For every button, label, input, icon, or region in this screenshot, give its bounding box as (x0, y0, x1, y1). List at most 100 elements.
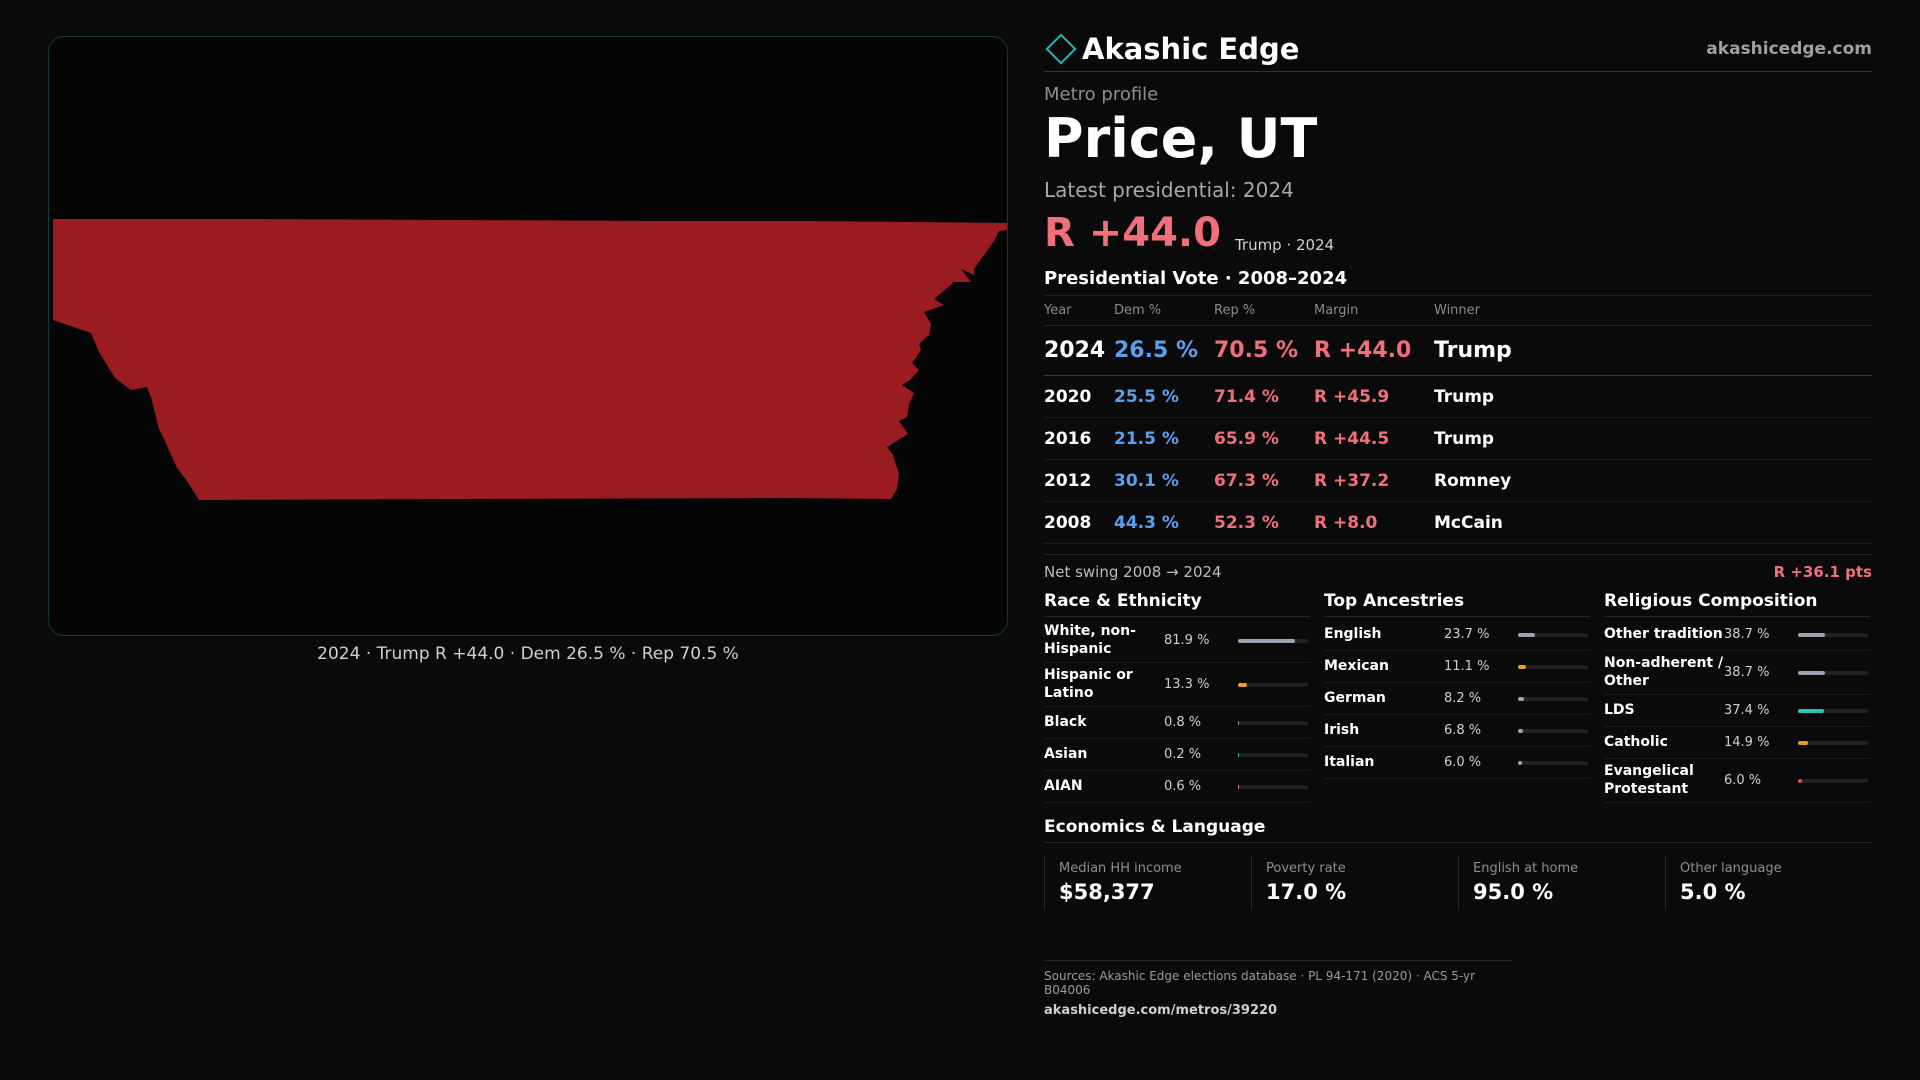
county-shape[interactable] (53, 219, 1008, 500)
stat-label: LDS (1604, 701, 1635, 718)
row-year: 2008 (1044, 501, 1114, 545)
bar-track (1798, 632, 1868, 637)
net-swing: Net swing 2008 → 2024 R +36.1 pts (1044, 554, 1872, 581)
religion-row: Other tradition 38.7 % (1604, 619, 1870, 652)
ancestry-section: Top Ancestries English 23.7 % Mexican 11.1 … (1324, 591, 1590, 803)
row-rep: 65.9 % (1214, 417, 1314, 461)
row-dem: 21.5 % (1114, 417, 1214, 461)
stat-value: 14.9 % (1724, 735, 1770, 751)
stat-label: Italian (1324, 753, 1375, 770)
stat-label: Catholic (1604, 733, 1668, 750)
vote-table: Year Dem % Rep % Margin Winner 2024 26.5… (1044, 295, 1872, 545)
stat-value: 8.2 % (1444, 691, 1482, 707)
row-dem: 26.5 % (1114, 325, 1214, 377)
row-year: 2024 (1044, 325, 1114, 377)
stat-value: 38.7 % (1724, 627, 1770, 643)
brand-name: Akashic Edge (1082, 31, 1300, 66)
row-rep: 52.3 % (1214, 501, 1314, 545)
row-year: 2016 (1044, 417, 1114, 461)
profile-subtitle: Metro profile (1044, 84, 1159, 105)
bar-track (1238, 784, 1308, 789)
diamond-logo-icon (1045, 32, 1077, 65)
stat-label: Irish (1324, 721, 1360, 738)
row-rep: 67.3 % (1214, 459, 1314, 503)
stat-label: English at home (1473, 861, 1579, 877)
row-dem: 44.3 % (1114, 501, 1214, 545)
stat-label: Poverty rate (1266, 861, 1346, 877)
stat-value: 6.0 % (1724, 773, 1762, 789)
row-margin: R +45.9 (1314, 375, 1434, 419)
brand-url-link[interactable]: akashicedge.com (1706, 38, 1872, 59)
bar-fill (1238, 720, 1240, 725)
ancestry-row: Irish 6.8 % (1324, 715, 1590, 748)
bar-fill (1518, 760, 1523, 765)
bar-fill (1518, 728, 1523, 733)
row-margin: R +37.2 (1314, 459, 1434, 503)
row-margin: R +44.0 (1314, 325, 1434, 377)
row-dem: 30.1 % (1114, 459, 1214, 503)
bar-fill (1798, 708, 1825, 713)
demographics: Race & Ethnicity White, non-Hispanic 81.9… (1044, 591, 1872, 804)
page-title: Price, UT (1044, 107, 1318, 170)
religion-row: Non-adherent / Other 38.7 % (1604, 651, 1870, 696)
bar-track (1238, 752, 1308, 757)
county-map (53, 219, 1008, 500)
row-year: 2012 (1044, 459, 1114, 503)
stat-label: Hispanic or Latino (1044, 667, 1133, 701)
row-winner: Trump (1434, 375, 1872, 419)
stat-value: 38.7 % (1724, 665, 1770, 681)
row-rep: 71.4 % (1214, 375, 1314, 419)
stat-value: 0.2 % (1164, 747, 1202, 763)
bar-fill (1798, 740, 1809, 745)
sources-text: Sources: Akashic Edge elections database… (1044, 969, 1476, 998)
race-row: AIAN 0.6 % (1044, 771, 1310, 804)
latest-margin-value: R +44.0 (1044, 209, 1221, 256)
race-title: Race & Ethnicity (1044, 591, 1310, 618)
row-winner: Trump (1434, 417, 1872, 461)
bar-fill (1238, 682, 1248, 687)
col-header-margin: Margin (1314, 295, 1434, 327)
col-header-rep: Rep % (1214, 295, 1314, 327)
religion-title: Religious Composition (1604, 591, 1870, 618)
stat-label: Other tradition (1604, 625, 1723, 642)
bar-track (1238, 638, 1308, 643)
bar-track (1798, 740, 1868, 745)
bar-fill (1238, 752, 1240, 757)
bar-track (1238, 682, 1308, 687)
table-row: 2012 30.1 % 67.3 % R +37.2 Romney (1044, 459, 1872, 503)
race-section: Race & Ethnicity White, non-Hispanic 81.9… (1044, 591, 1310, 804)
stat-poverty-rate: Poverty rate 17.0 % (1251, 855, 1458, 911)
economics-stats: Median HH income $58,377 Poverty rate 17… (1044, 855, 1872, 911)
stat-value: 37.4 % (1724, 703, 1770, 719)
row-margin: R +44.5 (1314, 417, 1434, 461)
latest-margin: R +44.0 Trump · 2024 (1044, 210, 1872, 256)
bar-track (1518, 696, 1588, 701)
bar-fill (1518, 664, 1526, 669)
sources-url-link[interactable]: akashicedge.com/metros/39220 (1044, 1003, 1278, 1019)
row-rep: 70.5 % (1214, 325, 1314, 377)
stat-label: Other language (1680, 861, 1782, 877)
bar-track (1518, 664, 1588, 669)
economics-title: Economics & Language (1044, 817, 1872, 844)
table-row: 2020 25.5 % 71.4 % R +45.9 Trump (1044, 375, 1872, 419)
row-winner: Romney (1434, 459, 1872, 503)
stat-value: 17.0 % (1266, 880, 1347, 905)
stat-value: 0.6 % (1164, 779, 1202, 795)
bar-fill (1798, 632, 1826, 637)
religion-section: Religious Composition Other tradition 38.… (1604, 591, 1870, 804)
net-swing-value: R +36.1 pts (1773, 563, 1872, 582)
table-row: 2008 44.3 % 52.3 % R +8.0 McCain (1044, 501, 1872, 545)
brand-header: Akashic Edge akashicedge.com (1044, 30, 1872, 72)
latest-presidential-label: Latest presidential: 2024 (1044, 177, 1294, 202)
religion-row: LDS 37.4 % (1604, 695, 1870, 728)
stat-label: AIAN (1044, 777, 1083, 794)
map-panel[interactable] (48, 36, 1008, 636)
bar-track (1518, 632, 1588, 637)
map-caption: 2024 · Trump R +44.0 · Dem 26.5 % · Rep … (317, 644, 739, 664)
stat-other-language: Other language 5.0 % (1665, 855, 1872, 911)
stat-value: 5.0 % (1680, 880, 1746, 905)
religion-row: Catholic 14.9 % (1604, 727, 1870, 760)
bar-fill (1238, 784, 1240, 789)
sources: Sources: Akashic Edge elections database… (1044, 960, 1512, 1018)
col-header-winner: Winner (1434, 295, 1872, 327)
